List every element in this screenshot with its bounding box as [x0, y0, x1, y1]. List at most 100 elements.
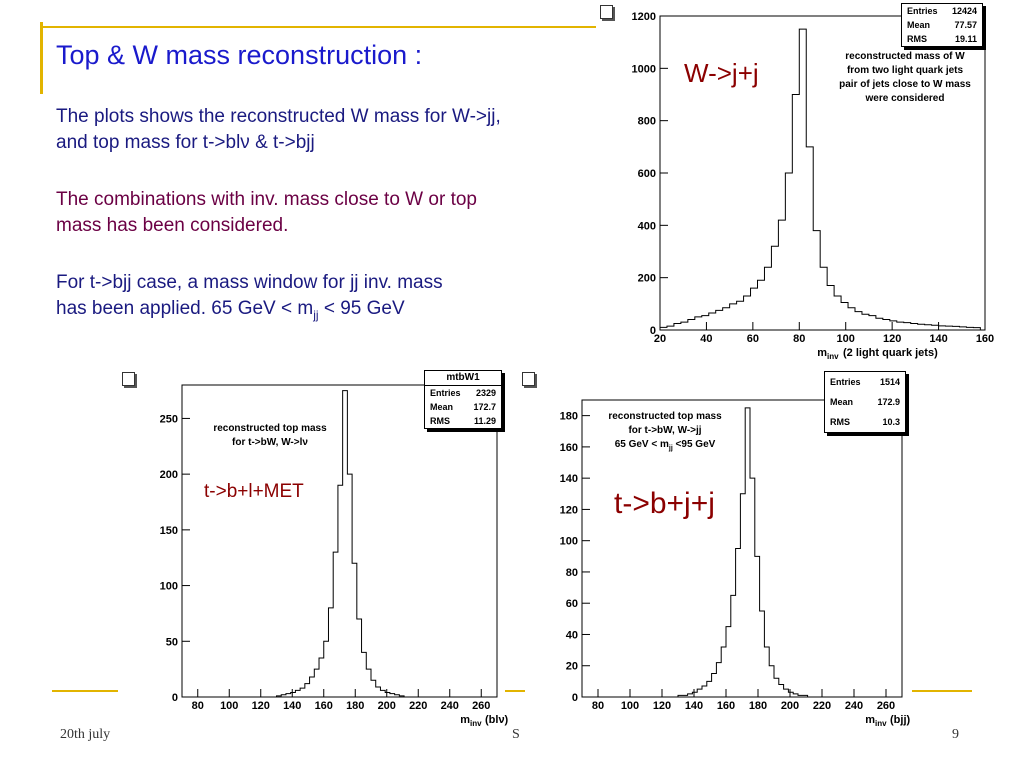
bullet-square-icon: [600, 5, 613, 19]
accent-bar-bottom-left: [52, 690, 118, 692]
x-tick-label: 140: [283, 700, 301, 712]
y-tick-label: 100: [160, 581, 178, 593]
accent-bar-bottom-right: [912, 690, 972, 692]
x-tick-label: 60: [747, 333, 759, 345]
x-tick-label: 160: [717, 700, 735, 712]
x-tick-label: 120: [252, 700, 270, 712]
stat-row: Entries 2329: [425, 386, 501, 400]
x-axis-label-rest: (2 light quark jets): [843, 347, 938, 359]
stat-title: mtbW1: [425, 371, 501, 386]
paragraph-3-line-2: has been applied. 65 GeV < mjj < 95 GeV: [56, 296, 443, 328]
x-axis-label-rest: (bjj): [890, 714, 910, 726]
plot-frame: [581, 399, 903, 698]
x-tick-label: 100: [837, 333, 855, 345]
x-tick-label: 80: [793, 333, 805, 345]
page-number: 9: [952, 727, 959, 742]
y-tick-label: 200: [638, 273, 656, 285]
stat-row: Mean 77.57: [902, 18, 982, 32]
stat-label: RMS: [907, 34, 927, 44]
y-tick-label: 40: [566, 629, 578, 641]
paragraph-3-line-1: For t->bjj case, a mass window for jj in…: [56, 272, 443, 293]
annotation-line: reconstructed top mass: [608, 411, 722, 422]
top-mass-had-histogram: 80 100 120 140 160 180 200 220 240 260 0 20 40 60 80 10…: [560, 399, 910, 728]
y-tick-label: 0: [172, 692, 178, 704]
w-mass-histogram: 20 40 60 80 100 120 140 160 0 200 400 600 800 1000 120…: [632, 11, 995, 361]
top-had-stats-box: Entries 1514 Mean 172.9 RMS 10.3: [824, 371, 906, 433]
x-tick-label: 220: [813, 700, 831, 712]
annotation-line: for t->bW, W->lν: [232, 437, 308, 448]
x-tick-label: 180: [749, 700, 767, 712]
x-tick-label: 240: [441, 700, 459, 712]
annotation-sub: jj: [668, 445, 673, 452]
y-tick-label: 1200: [632, 11, 656, 23]
paragraph-3-line-2-post: < 95 GeV: [318, 298, 405, 319]
x-axis-label-main: m: [817, 347, 827, 359]
x-tick-label: 140: [929, 333, 947, 345]
x-tick-label: 80: [192, 700, 204, 712]
histogram-series: [276, 390, 405, 697]
stat-value: 10.3: [882, 417, 900, 427]
stat-row: RMS 10.3: [825, 412, 905, 432]
slide-title: Top & W mass reconstruction :: [56, 40, 423, 70]
footer-center: S: [512, 727, 520, 742]
paragraph-2: The combinations with inv. mass close to…: [56, 187, 477, 239]
x-tick-label: 120: [883, 333, 901, 345]
paragraph-3: For t->bjj case, a mass window for jj in…: [56, 270, 443, 328]
paragraph-3-line-2-pre: has been applied. 65 GeV < m: [56, 298, 314, 319]
x-axis-label-main: m: [460, 714, 470, 726]
stat-value: 172.7: [473, 402, 496, 412]
annotation-line: 65 GeV < mjj <95 GeV: [585, 438, 745, 456]
annotation-line: from two light quark jets: [846, 65, 964, 76]
y-tick-label: 100: [560, 536, 578, 548]
y-tick-label: 200: [160, 469, 178, 481]
x-axis-label-rest: (blν): [485, 714, 509, 726]
y-tick-label: 20: [566, 661, 578, 673]
top-lep-stats-box: mtbW1 Entries 2329 Mean 172.7 RMS 11.29: [424, 370, 502, 429]
paragraph-1-line-2: and top mass for t->blν & t->bjj: [56, 132, 315, 153]
x-tick-label: 160: [315, 700, 333, 712]
stat-label: Entries: [907, 6, 938, 16]
w-annotation: reconstructed mass of W from two light q…: [820, 50, 990, 106]
x-tick-label: 80: [592, 700, 604, 712]
top-lep-annotation: reconstructed top mass for t->bW, W->lν: [190, 422, 350, 450]
histogram-series: [659, 28, 981, 330]
annotation-line: reconstructed mass of W: [845, 51, 965, 62]
accent-bar-bottom-middle: [505, 690, 525, 692]
stat-value: 11.29: [473, 416, 496, 426]
stat-value: 172.9: [877, 397, 900, 407]
y-tick-label: 1000: [632, 63, 656, 75]
x-tick-label: 100: [220, 700, 238, 712]
stat-row: Mean 172.7: [425, 400, 501, 414]
x-tick-label: 20: [654, 333, 666, 345]
bullet-square-icon: [122, 372, 135, 386]
y-tick-label: 600: [638, 168, 656, 180]
top-had-plot-label: t->b+j+j: [614, 487, 715, 520]
x-tick-label: 120: [653, 700, 671, 712]
stat-label: Mean: [830, 397, 854, 407]
x-tick-label: 240: [845, 700, 863, 712]
x-tick-label: 200: [781, 700, 799, 712]
bullet-square-icon: [522, 372, 535, 386]
y-tick-label: 250: [160, 413, 178, 425]
stat-label: Mean: [907, 20, 931, 30]
y-tick-label: 150: [160, 525, 178, 537]
x-axis-label-sub: inv: [470, 719, 482, 728]
stat-value: 77.57: [954, 20, 977, 30]
annotation-line: pair of jets close to W mass: [839, 79, 971, 90]
stat-label: RMS: [830, 417, 850, 427]
annotation-text: <95 GeV: [672, 439, 716, 450]
accent-bar-vertical: [40, 22, 43, 94]
footer-date: 20th july: [60, 727, 111, 742]
y-tick-label: 140: [560, 473, 578, 485]
y-tick-label: 180: [560, 411, 578, 423]
stat-label: Entries: [430, 388, 461, 398]
y-tick-label: 0: [572, 692, 578, 704]
x-tick-label: 100: [621, 700, 639, 712]
y-tick-label: 0: [650, 325, 656, 337]
accent-bar-top: [43, 26, 596, 28]
top-lep-plot-label: t->b+l+MET: [204, 481, 304, 502]
stat-row: Mean 172.9: [825, 392, 905, 412]
plot-frame: [181, 384, 498, 698]
paragraph-2-line-1: The combinations with inv. mass close to…: [56, 189, 477, 210]
stat-value: 12424: [951, 6, 977, 16]
